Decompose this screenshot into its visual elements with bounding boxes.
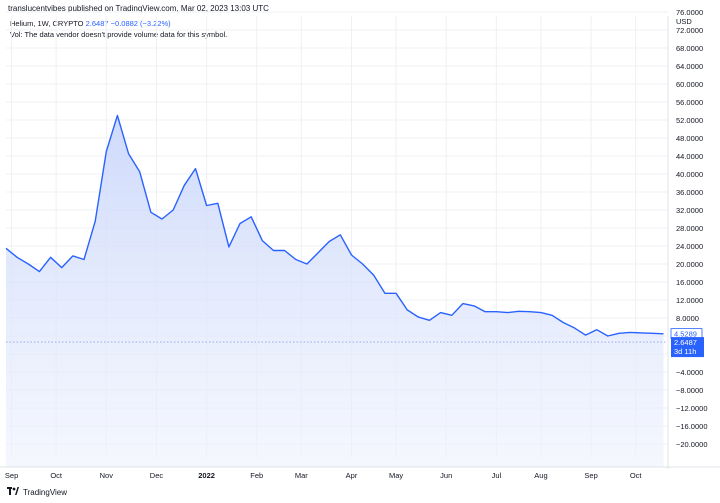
axes: 76.0000 72.0000 68.0000 64.0000 60.0000 56.00… <box>0 8 720 480</box>
y-tick-label: 40.0000 <box>676 170 703 179</box>
price-label-box <box>671 337 704 358</box>
y-tick-label: 76.0000 <box>676 8 703 17</box>
x-tick-label: Jun <box>440 471 452 480</box>
x-tick-label: Sep <box>584 471 597 480</box>
y-tick-label: 64.0000 <box>676 62 703 71</box>
y-tick-label: −20.0000 <box>676 440 708 449</box>
x-tick-label: 2022 <box>198 471 215 480</box>
y-tick-label: −4.0000 <box>676 368 703 377</box>
symbol-name: Helium, 1W, CRYPTO <box>10 19 84 28</box>
x-tick-label: Jul <box>492 471 502 480</box>
y-tick-label: 16.0000 <box>676 278 703 287</box>
symbol-legend: Helium, 1W, CRYPTO 2.6487 −0.0882 (−3.22… <box>10 19 171 28</box>
y-tick-label: 36.0000 <box>676 188 703 197</box>
price-label: 2.6487 <box>674 338 697 347</box>
publish-info: translucentvibes published on TradingVie… <box>8 4 269 13</box>
x-tick-label: Mar <box>295 471 308 480</box>
y-tick-label: 12.0000 <box>676 296 703 305</box>
y-tick-label: 52.0000 <box>676 116 703 125</box>
area-series <box>5 114 668 467</box>
y-tick-label: 24.0000 <box>676 242 703 251</box>
y-tick-label: 48.0000 <box>676 134 703 143</box>
countdown-label: 3d 11h <box>674 347 696 356</box>
brand-name: TradingView <box>23 488 68 497</box>
y-tick-label: 20.0000 <box>676 260 703 269</box>
x-tick-label: May <box>389 471 403 480</box>
x-tick-label: Apr <box>346 471 358 480</box>
x-tick-label: Sep <box>5 471 18 480</box>
y-tick-label: 32.0000 <box>676 206 703 215</box>
price-line <box>5 114 664 337</box>
x-tick-label: Nov <box>100 471 114 480</box>
y-tick-label: 44.0000 <box>676 152 703 161</box>
volume-note: Vol: The data vendor doesn't provide vol… <box>10 30 228 39</box>
area-fill <box>6 115 664 467</box>
y-tick-label: −16.0000 <box>676 422 708 431</box>
current-price: 2.6487 <box>85 19 109 28</box>
y-tick-label: −12.0000 <box>676 404 708 413</box>
y-tick-label: 8.0000 <box>676 314 699 323</box>
y-tick-label: −8.0000 <box>676 386 703 395</box>
currency-label: USD <box>676 17 692 26</box>
x-tick-label: Feb <box>250 471 263 480</box>
tradingview-logo-icon <box>7 487 19 498</box>
footer: TradingView <box>7 487 67 498</box>
x-tick-label: Aug <box>534 471 547 480</box>
last-value-label: 4.5289 <box>674 330 697 339</box>
price-change: −0.0882 (−3.22%) <box>110 19 171 28</box>
y-tick-label: 68.0000 <box>676 44 703 53</box>
y-tick-label: 28.0000 <box>676 224 703 233</box>
x-tick-label: Dec <box>150 471 164 480</box>
x-tick-label: Oct <box>50 471 63 480</box>
y-tick-label: 56.0000 <box>676 98 703 107</box>
y-tick-label: 60.0000 <box>676 80 703 89</box>
y-tick-label: 72.0000 <box>676 26 703 35</box>
x-tick-label: Oct <box>630 471 643 480</box>
